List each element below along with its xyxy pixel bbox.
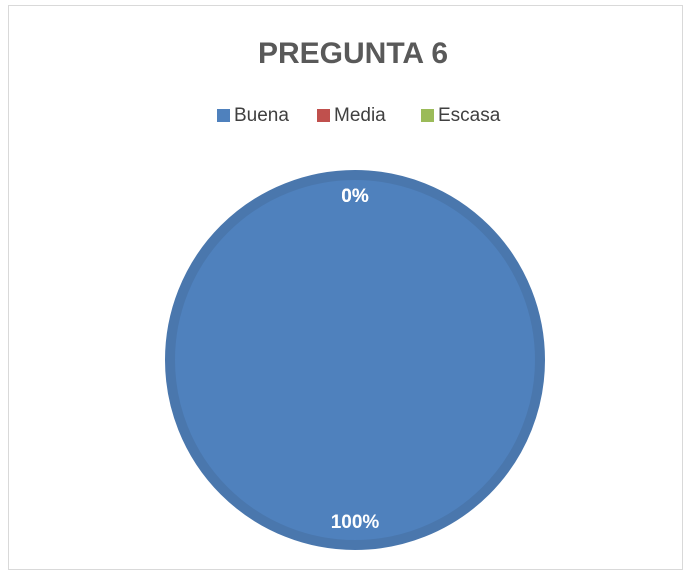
data-label: 0%	[341, 186, 369, 207]
legend-swatch	[421, 109, 434, 122]
data-label: 100%	[331, 512, 380, 533]
legend-label: Buena	[234, 105, 289, 126]
data-label: 0%	[341, 186, 369, 207]
legend-label: Escasa	[438, 105, 501, 126]
legend-label: Media	[334, 105, 386, 126]
pie-slice	[165, 170, 545, 550]
legend-swatch	[217, 109, 230, 122]
legend-swatch	[317, 109, 330, 122]
chart-title: PREGUNTA 6	[258, 37, 448, 70]
